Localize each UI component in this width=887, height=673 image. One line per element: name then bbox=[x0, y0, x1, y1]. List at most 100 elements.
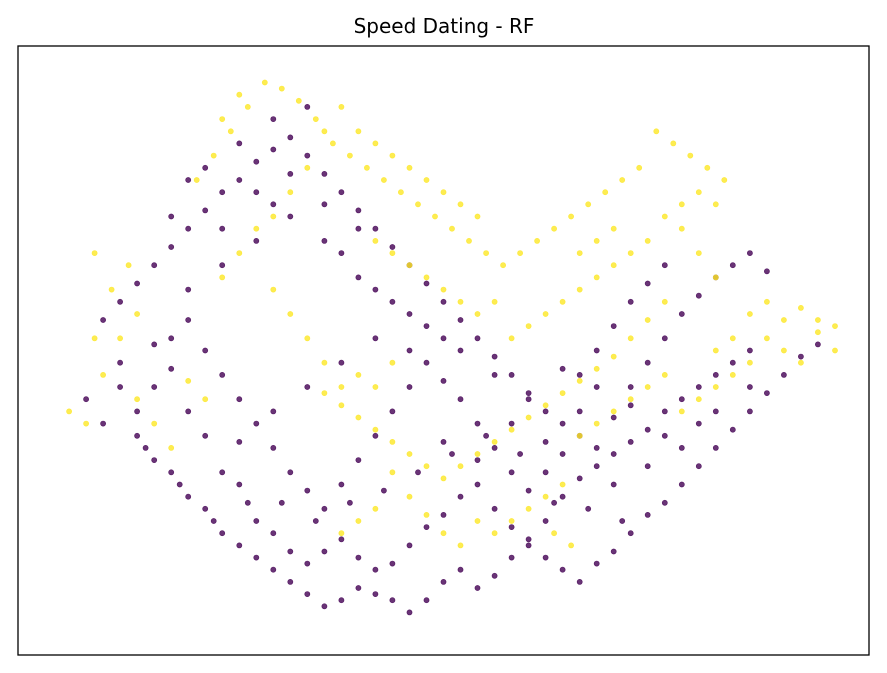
data-point-series-0 bbox=[542, 408, 549, 415]
data-point-series-0 bbox=[236, 396, 243, 403]
data-point-series-1 bbox=[253, 225, 260, 232]
data-point-series-0 bbox=[610, 451, 617, 457]
data-point-series-0 bbox=[355, 457, 362, 463]
data-point-series-1 bbox=[525, 505, 532, 512]
data-point-series-0 bbox=[176, 481, 183, 488]
data-point-series-0 bbox=[781, 371, 787, 378]
data-point-series-0 bbox=[355, 207, 362, 214]
data-point-series-1 bbox=[610, 225, 617, 232]
data-point-series-0 bbox=[278, 499, 285, 506]
data-point-series-0 bbox=[610, 548, 617, 555]
data-point-series-0 bbox=[117, 384, 123, 390]
data-point-series-0 bbox=[440, 438, 447, 445]
data-point-series-1 bbox=[423, 512, 430, 518]
data-point-series-0 bbox=[593, 444, 600, 451]
data-point-series-0 bbox=[338, 359, 345, 366]
data-point-series-0 bbox=[747, 384, 753, 390]
data-point-series-0 bbox=[627, 402, 634, 409]
data-point-series-1 bbox=[695, 396, 702, 403]
data-point-series-0 bbox=[372, 591, 379, 597]
data-point-series-1 bbox=[525, 414, 532, 421]
data-point-series-0 bbox=[236, 481, 243, 488]
data-point-series-1 bbox=[729, 335, 736, 342]
data-point-series-0 bbox=[236, 542, 243, 549]
data-point-series-1 bbox=[389, 359, 396, 366]
data-point-series-0 bbox=[474, 420, 481, 427]
data-point-series-1 bbox=[747, 311, 753, 317]
data-point-series-0 bbox=[695, 292, 702, 299]
data-point-series-1 bbox=[355, 518, 362, 524]
data-point-series-0 bbox=[695, 420, 702, 427]
data-point-series-0 bbox=[202, 207, 209, 214]
plot-area-frame bbox=[17, 45, 870, 656]
data-point-series-0 bbox=[576, 408, 583, 415]
data-point-series-0 bbox=[678, 481, 685, 488]
data-point-series-1 bbox=[576, 432, 583, 439]
chart-title: Speed Dating - RF bbox=[354, 14, 535, 38]
data-point-series-0 bbox=[338, 250, 345, 256]
data-point-series-0 bbox=[219, 469, 226, 476]
data-point-series-1 bbox=[678, 225, 685, 232]
data-point-series-1 bbox=[678, 201, 685, 208]
data-point-series-0 bbox=[338, 536, 345, 543]
data-point-series-0 bbox=[338, 189, 345, 196]
data-point-series-0 bbox=[185, 493, 192, 500]
data-point-series-1 bbox=[278, 85, 285, 92]
data-point-series-1 bbox=[423, 177, 430, 183]
data-point-series-1 bbox=[653, 128, 660, 135]
data-point-series-1 bbox=[91, 250, 98, 256]
data-point-series-0 bbox=[202, 432, 209, 439]
data-point-series-1 bbox=[287, 189, 294, 196]
data-point-series-0 bbox=[440, 579, 447, 585]
data-point-series-0 bbox=[764, 268, 770, 275]
data-point-series-1 bbox=[219, 274, 226, 281]
data-point-series-0 bbox=[287, 134, 294, 141]
data-point-series-1 bbox=[151, 420, 158, 427]
data-point-series-1 bbox=[312, 116, 319, 122]
data-point-series-1 bbox=[619, 177, 626, 183]
data-point-series-0 bbox=[151, 457, 158, 463]
data-point-series-1 bbox=[593, 237, 600, 244]
data-point-series-0 bbox=[270, 530, 277, 537]
data-point-series-1 bbox=[338, 104, 345, 110]
data-point-series-1 bbox=[329, 140, 336, 147]
data-point-series-1 bbox=[338, 530, 345, 537]
data-point-series-0 bbox=[695, 463, 702, 470]
data-point-series-0 bbox=[134, 432, 140, 439]
data-point-series-1 bbox=[610, 353, 617, 360]
data-point-series-0 bbox=[355, 225, 362, 232]
data-point-series-1 bbox=[210, 152, 217, 159]
data-point-series-0 bbox=[644, 463, 651, 470]
data-point-series-0 bbox=[661, 432, 668, 439]
data-point-series-0 bbox=[712, 408, 719, 415]
data-point-series-0 bbox=[372, 566, 379, 573]
data-point-series-0 bbox=[287, 579, 294, 585]
data-point-series-0 bbox=[270, 566, 277, 573]
data-point-series-0 bbox=[747, 347, 753, 354]
data-point-series-0 bbox=[244, 499, 251, 506]
data-point-series-1 bbox=[423, 274, 430, 281]
data-point-series-1 bbox=[321, 390, 328, 396]
data-point-series-0 bbox=[372, 286, 379, 293]
data-point-series-0 bbox=[474, 457, 481, 463]
data-point-series-0 bbox=[389, 597, 396, 604]
data-point-series-1 bbox=[304, 335, 311, 342]
data-point-series-0 bbox=[355, 274, 362, 281]
data-point-series-0 bbox=[457, 317, 464, 323]
data-point-series-1 bbox=[610, 262, 617, 269]
data-point-series-0 bbox=[559, 493, 566, 500]
data-point-series-0 bbox=[747, 408, 753, 415]
data-point-series-0 bbox=[236, 140, 243, 147]
data-point-series-0 bbox=[627, 438, 634, 445]
data-point-series-0 bbox=[210, 518, 217, 524]
data-point-series-0 bbox=[134, 280, 140, 287]
data-point-series-0 bbox=[236, 177, 243, 183]
data-point-series-1 bbox=[551, 530, 557, 537]
data-point-series-1 bbox=[832, 347, 838, 354]
data-point-series-0 bbox=[440, 512, 447, 518]
data-point-series-0 bbox=[508, 469, 515, 476]
data-point-series-1 bbox=[457, 298, 464, 305]
data-point-series-0 bbox=[593, 463, 600, 470]
data-point-series-1 bbox=[798, 359, 804, 366]
data-point-series-0 bbox=[491, 572, 498, 579]
